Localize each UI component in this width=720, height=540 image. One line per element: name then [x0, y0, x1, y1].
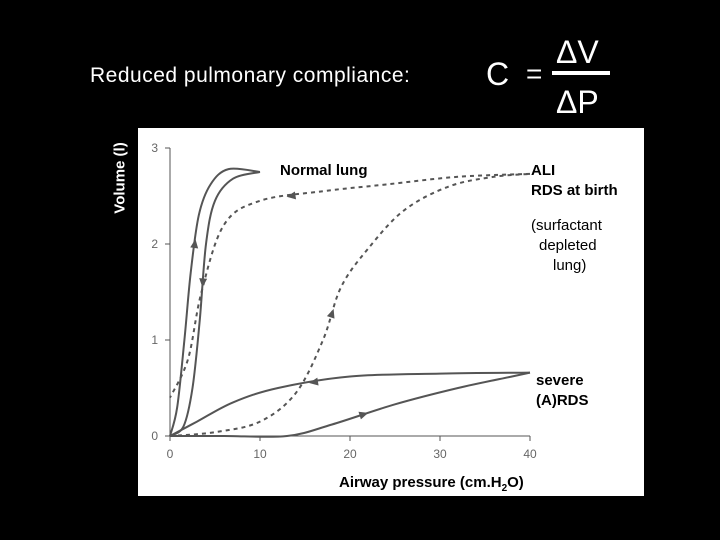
delta-symbol: Δ	[556, 84, 578, 120]
x-tick-label: 30	[433, 447, 447, 461]
x-tick-label: 20	[343, 447, 357, 461]
delta-symbol: Δ	[556, 34, 578, 70]
series-0-inflation-arrow	[190, 239, 199, 249]
series-1-deflation-arrow	[286, 191, 297, 200]
annotation-depleted: depleted	[539, 237, 597, 254]
series-1-deflation-line	[169, 172, 531, 399]
annotation-normal-lung: Normal lung	[280, 162, 368, 179]
series-1-inflation-line	[169, 172, 531, 437]
series-1-inflation-arrow	[326, 308, 335, 319]
annotation-rds-at-birth: RDS at birth	[531, 182, 618, 199]
chart-series	[169, 167, 531, 438]
formula-numerator-letter: V	[577, 34, 599, 70]
x-tick-label: 10	[253, 447, 267, 461]
annotation-surfactant: (surfactant	[531, 217, 602, 234]
x-tick-label: 0	[167, 447, 174, 461]
y-tick-label: 0	[151, 429, 158, 443]
annotation-ali: ALI	[531, 162, 556, 179]
x-axis-label: Airway pressure (cm.H2O)	[339, 474, 524, 494]
series-2-deflation-line	[169, 371, 531, 437]
annotation-severe: severe	[536, 372, 584, 389]
formula-numerator: ΔV	[556, 34, 599, 71]
series-2-deflation-arrow	[309, 377, 319, 386]
series-0-inflation-line	[169, 167, 261, 437]
formula-lhs: C	[486, 56, 510, 92]
x-tick-label: 40	[523, 447, 537, 461]
y-tick-label: 3	[151, 141, 158, 155]
formula-equals: =	[526, 58, 543, 89]
annotation-a-rds: (A)RDS	[536, 392, 589, 409]
formula-denominator: ΔP	[556, 84, 599, 121]
series-2-inflation-arrow	[358, 411, 369, 420]
annotation-lung: lung)	[553, 257, 587, 274]
y-tick-label: 2	[151, 237, 158, 251]
formula-denominator-letter: P	[577, 84, 599, 120]
y-tick-label: 1	[151, 333, 158, 347]
fraction-bar	[552, 71, 610, 75]
slide-title: Reduced pulmonary compliance:	[90, 64, 411, 87]
